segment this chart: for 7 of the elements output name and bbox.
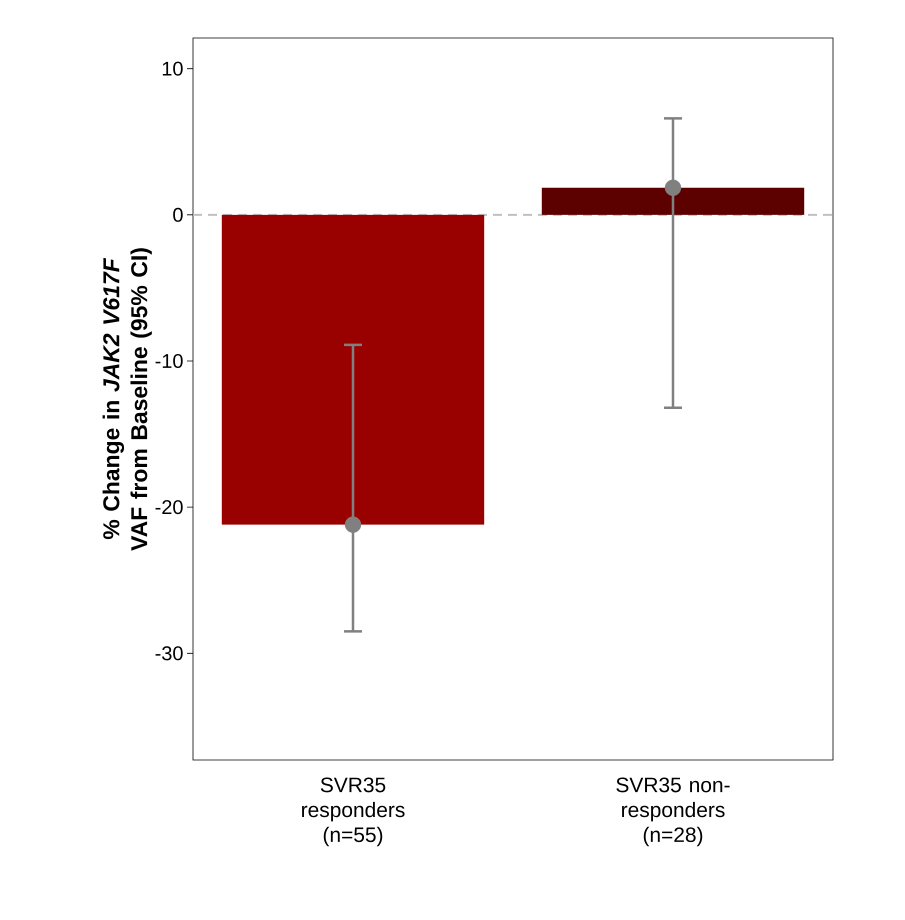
y-tick-label: 10 xyxy=(162,62,183,76)
y-tick-label: -20 xyxy=(156,500,183,514)
y-tick-label: -30 xyxy=(156,646,183,660)
x-tick-label: SVR35 responders (n=55) xyxy=(302,778,405,846)
y-tick-label: 0 xyxy=(173,208,183,222)
y-tick-label: -10 xyxy=(156,354,183,368)
x-tick-label: SVR35 non-responders (n=28) xyxy=(616,778,730,846)
